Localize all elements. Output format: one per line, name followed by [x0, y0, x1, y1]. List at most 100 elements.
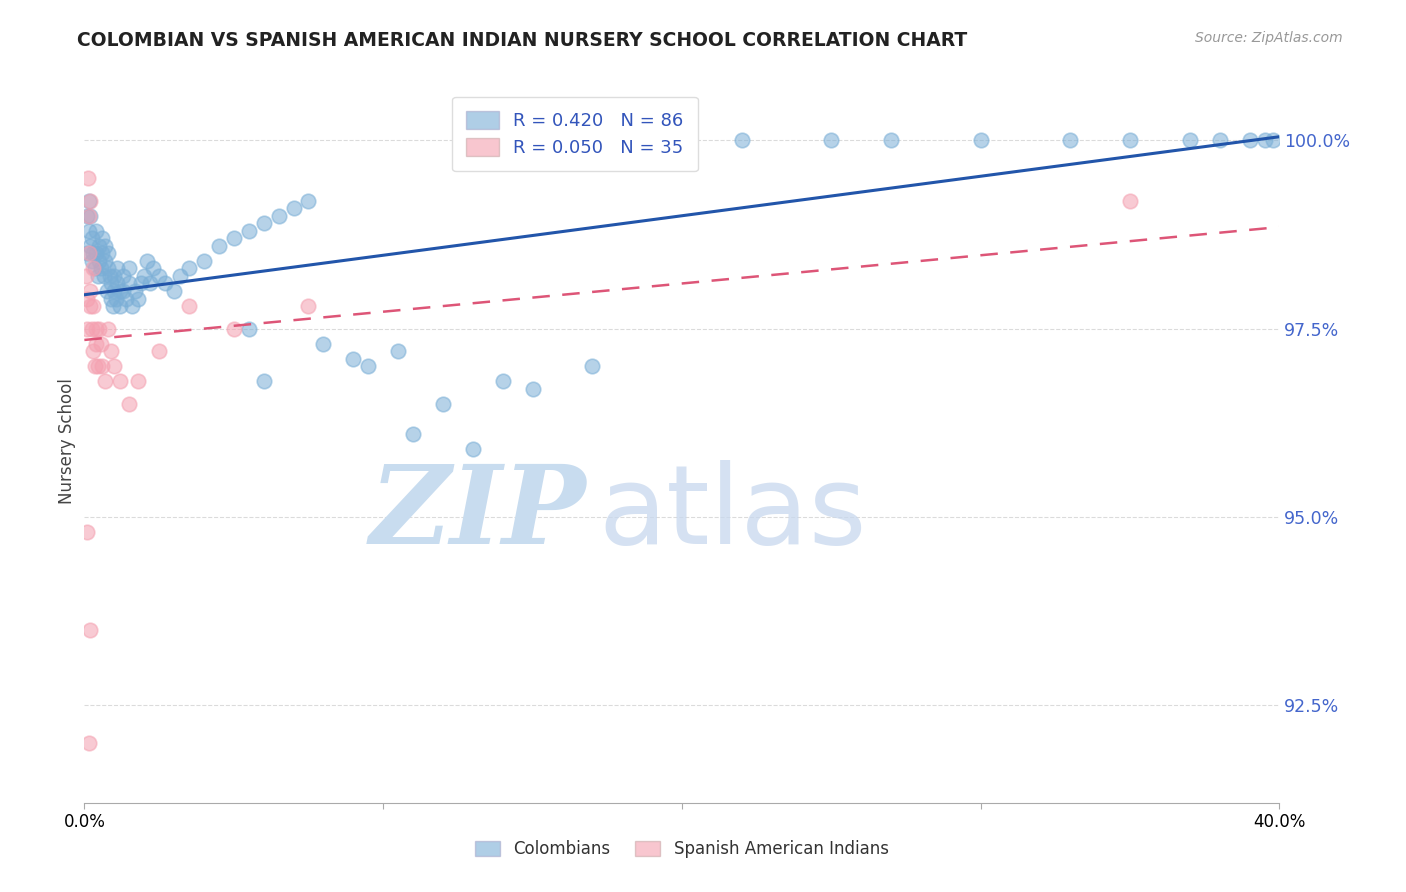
Point — [91, 246, 114, 260]
Point — [1119, 133, 1142, 147]
Point — [238, 321, 260, 335]
Point — [267, 209, 290, 223]
Point — [100, 292, 122, 306]
Point — [76, 524, 98, 539]
Point — [103, 359, 125, 374]
Point — [82, 344, 104, 359]
Point — [297, 299, 319, 313]
Point — [153, 277, 176, 291]
Point — [402, 427, 425, 442]
Point — [1178, 133, 1201, 147]
Point — [94, 374, 117, 388]
Point — [110, 299, 132, 313]
Point — [79, 299, 101, 313]
Y-axis label: Nursery School: Nursery School — [58, 378, 76, 505]
Point — [76, 246, 98, 260]
Point — [118, 397, 141, 411]
Point — [105, 261, 128, 276]
Point — [163, 284, 186, 298]
Point — [82, 261, 104, 276]
Point — [89, 321, 111, 335]
Point — [86, 224, 108, 238]
Point — [110, 374, 132, 388]
Point — [193, 253, 215, 268]
Point — [112, 284, 135, 298]
Point — [1263, 133, 1285, 147]
Point — [79, 284, 101, 298]
Text: Source: ZipAtlas.com: Source: ZipAtlas.com — [1195, 31, 1343, 45]
Point — [118, 261, 141, 276]
Point — [105, 277, 128, 291]
Point — [93, 268, 115, 283]
Point — [127, 374, 149, 388]
Point — [238, 224, 260, 238]
Point — [103, 284, 125, 298]
Point — [297, 194, 319, 208]
Point — [253, 216, 276, 230]
Point — [76, 292, 98, 306]
Point — [89, 253, 111, 268]
Point — [671, 133, 693, 147]
Point — [253, 374, 276, 388]
Point — [136, 253, 159, 268]
Point — [80, 321, 103, 335]
Point — [110, 284, 132, 298]
Point — [80, 253, 103, 268]
Point — [387, 344, 409, 359]
Point — [132, 268, 156, 283]
Point — [222, 321, 245, 335]
Point — [94, 253, 117, 268]
Point — [101, 299, 124, 313]
Point — [87, 268, 110, 283]
Point — [1059, 133, 1081, 147]
Point — [86, 321, 108, 335]
Point — [177, 261, 200, 276]
Point — [880, 133, 903, 147]
Point — [97, 321, 120, 335]
Point — [90, 261, 112, 276]
Point — [76, 209, 98, 223]
Point — [100, 277, 122, 291]
Point — [1209, 133, 1232, 147]
Point — [96, 284, 118, 298]
Point — [77, 246, 100, 260]
Point — [97, 246, 120, 260]
Point — [127, 292, 149, 306]
Point — [77, 224, 100, 238]
Point — [77, 209, 100, 223]
Point — [115, 292, 138, 306]
Point — [970, 133, 993, 147]
Point — [77, 736, 100, 750]
Point — [169, 268, 191, 283]
Point — [79, 623, 101, 637]
Point — [104, 292, 127, 306]
Point — [75, 268, 97, 283]
Point — [76, 321, 98, 335]
Point — [342, 351, 364, 366]
Point — [83, 359, 105, 374]
Legend: Colombians, Spanish American Indians: Colombians, Spanish American Indians — [467, 832, 897, 867]
Point — [100, 344, 122, 359]
Text: COLOMBIAN VS SPANISH AMERICAN INDIAN NURSERY SCHOOL CORRELATION CHART: COLOMBIAN VS SPANISH AMERICAN INDIAN NUR… — [77, 31, 967, 50]
Point — [83, 261, 105, 276]
Point — [82, 246, 104, 260]
Text: atlas: atlas — [599, 460, 866, 567]
Point — [118, 277, 141, 291]
Point — [98, 268, 121, 283]
Point — [461, 442, 484, 456]
Point — [208, 239, 231, 253]
Point — [312, 336, 335, 351]
Point — [112, 268, 135, 283]
Point — [79, 194, 101, 208]
Point — [1239, 133, 1261, 147]
Point — [522, 382, 544, 396]
Point — [142, 261, 165, 276]
Point — [86, 246, 108, 260]
Point — [86, 336, 108, 351]
Point — [432, 397, 454, 411]
Point — [1253, 133, 1275, 147]
Text: ZIP: ZIP — [370, 460, 586, 567]
Point — [91, 359, 114, 374]
Point — [91, 231, 114, 245]
Point — [79, 239, 101, 253]
